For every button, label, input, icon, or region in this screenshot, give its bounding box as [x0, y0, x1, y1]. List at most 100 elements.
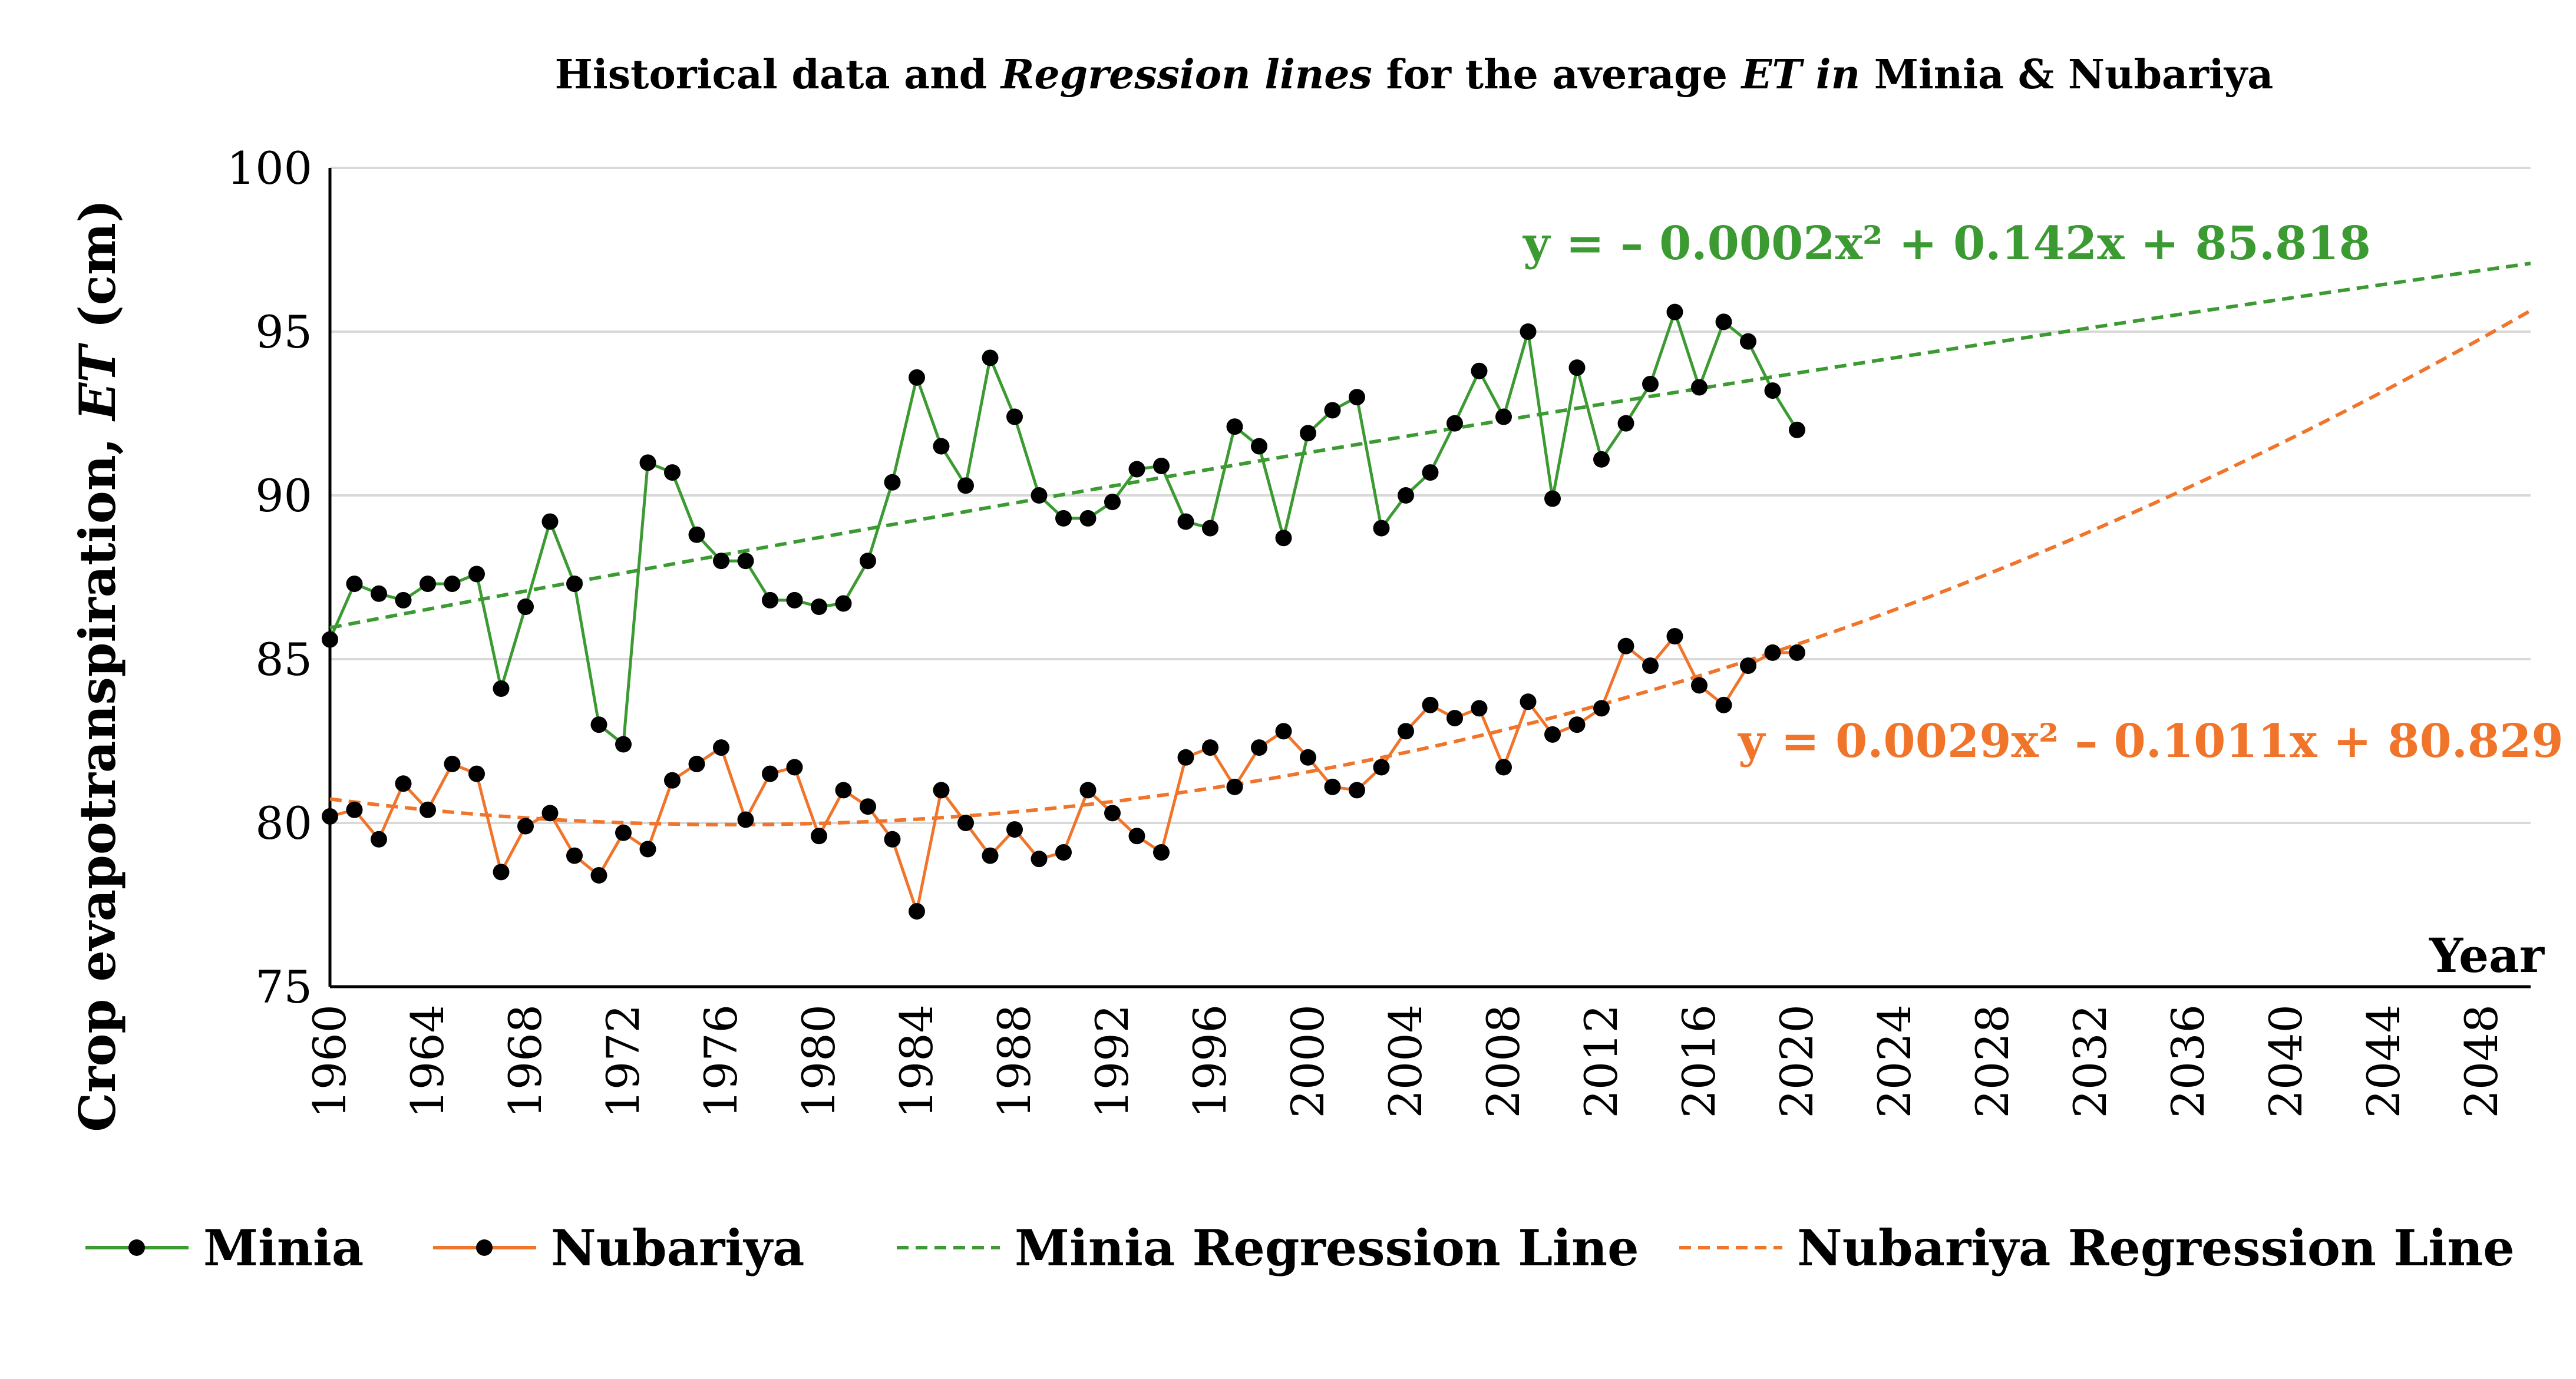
minia-data-point — [1226, 418, 1243, 435]
nubariya-data-point — [1202, 739, 1218, 756]
nubariya-data-point — [1104, 805, 1121, 822]
minia-data-point — [1031, 487, 1048, 504]
minia-data-point — [884, 474, 901, 491]
data-series — [322, 303, 1805, 920]
minia-data-point — [1642, 375, 1659, 392]
minia-data-point — [1251, 438, 1267, 455]
minia-data-point — [590, 716, 607, 733]
nubariya-series-line — [329, 633, 1797, 917]
title-italic-2: ET in — [1741, 51, 1860, 98]
minia-data-point — [1373, 520, 1390, 537]
ylabel-italic: ET — [68, 343, 127, 422]
minia-data-point — [346, 576, 363, 593]
x-tick-label: 1964 — [401, 1004, 454, 1118]
nubariya-data-point — [1128, 828, 1145, 845]
nubariya-data-point — [1055, 844, 1072, 861]
grid — [330, 167, 2531, 824]
nubariya-regression-line — [329, 309, 2532, 826]
nubariya-data-point — [541, 805, 559, 822]
nubariya-data-point — [1398, 723, 1414, 740]
minia-data-point — [1398, 487, 1414, 504]
minia-data-point — [1789, 421, 1805, 438]
minia-data-point — [1715, 313, 1732, 330]
minia-data-point — [982, 349, 999, 366]
ylabel-prefix: Crop evapotranspiration, — [68, 421, 127, 1132]
nubariya-data-point — [1031, 851, 1048, 868]
minia-data-point — [860, 553, 876, 570]
nubariya-data-point — [860, 798, 876, 815]
x-tick-labels: 1960 1964 1968 1972 1976 1980 1984 1988 1992 1996… — [303, 1004, 2508, 1118]
nubariya-data-point — [1520, 693, 1537, 710]
minia-data-point — [811, 598, 827, 616]
nubariya-data-point — [1740, 657, 1756, 674]
x-tick-label: 1976 — [695, 1004, 747, 1118]
nubariya-data-point — [1275, 723, 1292, 740]
x-tick-label: 2012 — [1575, 1004, 1627, 1118]
ylabel-suffix: (cm) — [68, 199, 127, 346]
minia-data-point — [1544, 490, 1561, 507]
minia-regression-line — [329, 262, 2531, 630]
chart-title: Historical data and Regression lines for… — [555, 51, 2274, 98]
minia-data-point — [1177, 513, 1194, 530]
minia-data-point — [493, 680, 510, 697]
x-tick-label: 1984 — [890, 1004, 943, 1118]
nubariya-data-point — [664, 772, 681, 789]
minia-data-point — [1520, 323, 1537, 340]
minia-data-point — [566, 576, 583, 593]
nubariya-data-point — [1153, 844, 1170, 861]
minia-data-point — [1422, 464, 1439, 481]
legend-label-minia: Minia — [203, 1219, 364, 1277]
y-tick-label: 95 — [255, 306, 312, 358]
x-tick-label: 2036 — [2162, 1004, 2214, 1118]
x-tick-label: 2008 — [1477, 1004, 1530, 1118]
nubariya-data-point — [468, 765, 485, 782]
x-tick-label: 2044 — [2357, 1004, 2410, 1118]
title-suffix: Minia & Nubariya — [1860, 51, 2273, 98]
minia-data-point — [737, 553, 754, 570]
minia-data-point — [1055, 510, 1072, 527]
nubariya-data-point — [1666, 628, 1683, 645]
nubariya-data-point — [639, 841, 656, 858]
nubariya-data-point — [1226, 778, 1243, 795]
legend: Minia Nubariya Minia Regression Line Nubari… — [85, 1219, 2515, 1277]
nubariya-data-point — [420, 801, 436, 818]
nubariya-data-point — [1495, 759, 1512, 776]
nubariya-data-point — [1079, 782, 1097, 799]
y-tick-labels: 75 80 85 90 95 100 — [227, 142, 312, 1013]
minia-data-point — [1471, 362, 1488, 379]
minia-data-point — [1128, 461, 1145, 478]
minia-data-point — [1593, 451, 1610, 468]
nubariya-data-point — [1642, 657, 1659, 674]
minia-data-point — [541, 513, 559, 530]
minia-data-point — [762, 591, 778, 609]
nubariya-data-point — [1422, 696, 1439, 713]
x-axis-label: Year — [2429, 928, 2545, 983]
minia-data-point — [957, 477, 974, 494]
minia-data-point — [1079, 510, 1097, 527]
x-tick-label: 1968 — [499, 1004, 551, 1118]
nubariya-regression-equation: y = 0.0029x² – 0.1011x + 80.829 — [1737, 715, 2564, 768]
nubariya-data-point — [811, 828, 827, 845]
minia-data-point — [1104, 494, 1121, 511]
x-tick-label: 1988 — [988, 1004, 1041, 1118]
nubariya-data-point — [957, 815, 974, 831]
nubariya-data-point — [395, 775, 412, 792]
legend-marker-nubariya — [476, 1239, 493, 1256]
nubariya-data-point — [444, 755, 461, 772]
y-tick-label: 80 — [255, 797, 312, 849]
nubariya-data-point — [1373, 759, 1390, 776]
minia-data-point — [1006, 408, 1023, 425]
minia-data-point — [1349, 389, 1365, 406]
nubariya-data-point — [884, 831, 901, 848]
nubariya-data-point — [982, 847, 999, 864]
title-middle: for the average — [1372, 51, 1742, 98]
y-tick-label: 85 — [255, 633, 312, 686]
nubariya-data-point — [909, 903, 925, 920]
x-tick-label: 2032 — [2064, 1004, 2116, 1118]
nubariya-data-point — [933, 782, 950, 799]
nubariya-data-point — [493, 864, 510, 881]
nubariya-data-point — [1006, 821, 1023, 838]
minia-data-point — [786, 591, 803, 609]
minia-data-point — [1202, 520, 1218, 537]
x-tick-label: 1972 — [597, 1004, 649, 1118]
